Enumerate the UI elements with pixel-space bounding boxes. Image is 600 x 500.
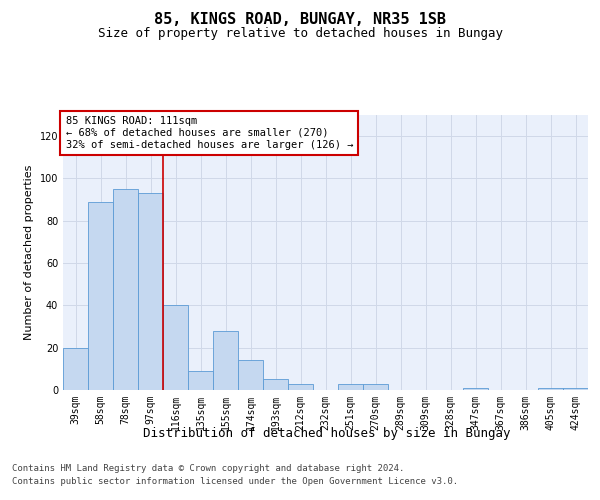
Text: Contains public sector information licensed under the Open Government Licence v3: Contains public sector information licen… — [12, 478, 458, 486]
Text: 85 KINGS ROAD: 111sqm
← 68% of detached houses are smaller (270)
32% of semi-det: 85 KINGS ROAD: 111sqm ← 68% of detached … — [65, 116, 353, 150]
Text: Contains HM Land Registry data © Crown copyright and database right 2024.: Contains HM Land Registry data © Crown c… — [12, 464, 404, 473]
Bar — [163, 306, 188, 390]
Bar — [213, 331, 238, 390]
Text: 85, KINGS ROAD, BUNGAY, NR35 1SB: 85, KINGS ROAD, BUNGAY, NR35 1SB — [154, 12, 446, 28]
Bar — [88, 202, 113, 390]
Bar — [363, 384, 388, 390]
Bar — [238, 360, 263, 390]
Bar — [188, 371, 213, 390]
Text: Size of property relative to detached houses in Bungay: Size of property relative to detached ho… — [97, 28, 503, 40]
Bar — [263, 380, 288, 390]
Bar — [63, 348, 88, 390]
Bar — [138, 194, 163, 390]
Bar — [338, 384, 363, 390]
Y-axis label: Number of detached properties: Number of detached properties — [24, 165, 34, 340]
Bar — [463, 388, 488, 390]
Bar — [113, 189, 138, 390]
Bar — [288, 384, 313, 390]
Bar — [563, 388, 588, 390]
Bar — [538, 388, 563, 390]
Text: Distribution of detached houses by size in Bungay: Distribution of detached houses by size … — [143, 428, 511, 440]
